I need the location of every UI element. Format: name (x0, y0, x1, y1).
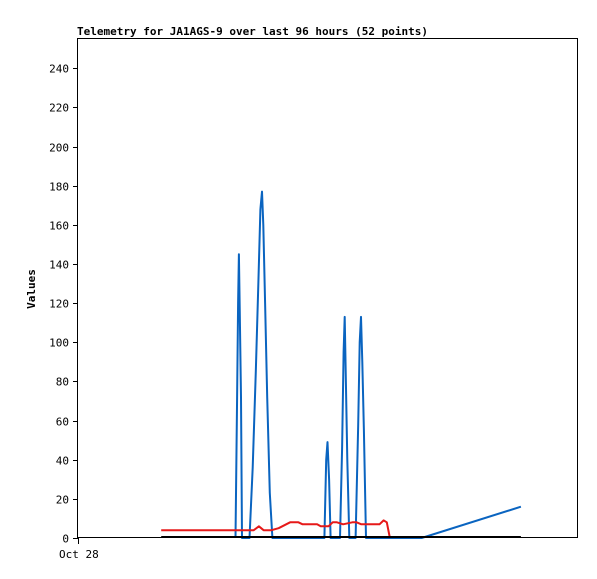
y-axis-ticks: 0 20 40 60 80 100 120 140 160 180 200 220 240 (49, 63, 78, 546)
y-tick-label: 200 (49, 142, 69, 155)
y-tick-label: 40 (56, 455, 69, 468)
y-tick-label: 120 (49, 298, 69, 311)
y-tick-label: 140 (49, 259, 69, 272)
y-tick-label: 240 (49, 63, 69, 76)
y-tick-label: 20 (56, 494, 69, 507)
series-layer (161, 190, 522, 539)
series-line-red (161, 519, 391, 539)
y-tick-label: 160 (49, 220, 69, 233)
y-tick-label: 100 (49, 337, 69, 350)
chart-title: Telemetry for JA1AGS-9 over last 96 hour… (77, 25, 428, 38)
x-tick-label: Oct 28 (59, 548, 99, 561)
y-tick-label: 80 (56, 376, 69, 389)
y-tick-label: 180 (49, 181, 69, 194)
y-tick-label: 220 (49, 102, 69, 115)
y-tick-label: 60 (56, 416, 69, 429)
x-axis-ticks: Oct 28 (59, 538, 99, 561)
y-axis-label: Values (25, 269, 38, 309)
y-tick-label: 0 (62, 533, 69, 546)
